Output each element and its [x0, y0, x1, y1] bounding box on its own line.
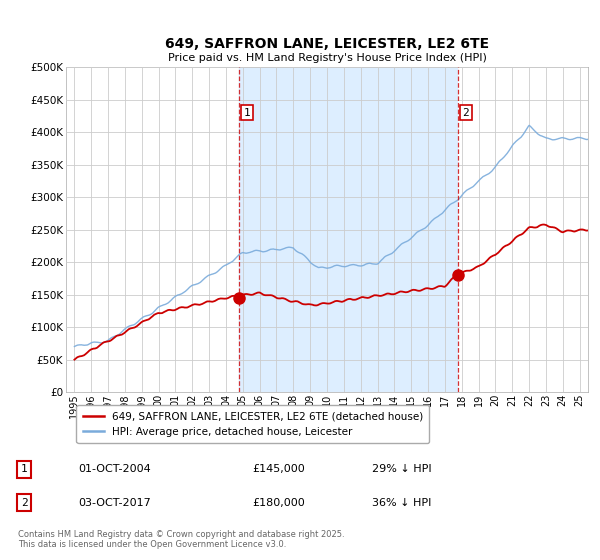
Legend: 649, SAFFRON LANE, LEICESTER, LE2 6TE (detached house), HPI: Average price, deta: 649, SAFFRON LANE, LEICESTER, LE2 6TE (d…: [76, 405, 430, 443]
Text: £145,000: £145,000: [252, 464, 305, 474]
Title: 649, SAFFRON LANE, LEICESTER, LE2 6TE: 649, SAFFRON LANE, LEICESTER, LE2 6TE: [165, 37, 489, 51]
Text: 01-OCT-2004: 01-OCT-2004: [78, 464, 151, 474]
Text: 1: 1: [244, 108, 250, 118]
Text: 1: 1: [20, 464, 28, 474]
Text: 03-OCT-2017: 03-OCT-2017: [78, 498, 151, 507]
Text: 2: 2: [463, 108, 469, 118]
Text: 2: 2: [20, 498, 28, 507]
Text: £180,000: £180,000: [252, 498, 305, 507]
Text: Price paid vs. HM Land Registry's House Price Index (HPI): Price paid vs. HM Land Registry's House …: [167, 53, 487, 63]
Bar: [239, 67, 457, 392]
Text: 29% ↓ HPI: 29% ↓ HPI: [372, 464, 431, 474]
Text: Contains HM Land Registry data © Crown copyright and database right 2025.
This d: Contains HM Land Registry data © Crown c…: [18, 530, 344, 549]
Text: 36% ↓ HPI: 36% ↓ HPI: [372, 498, 431, 507]
